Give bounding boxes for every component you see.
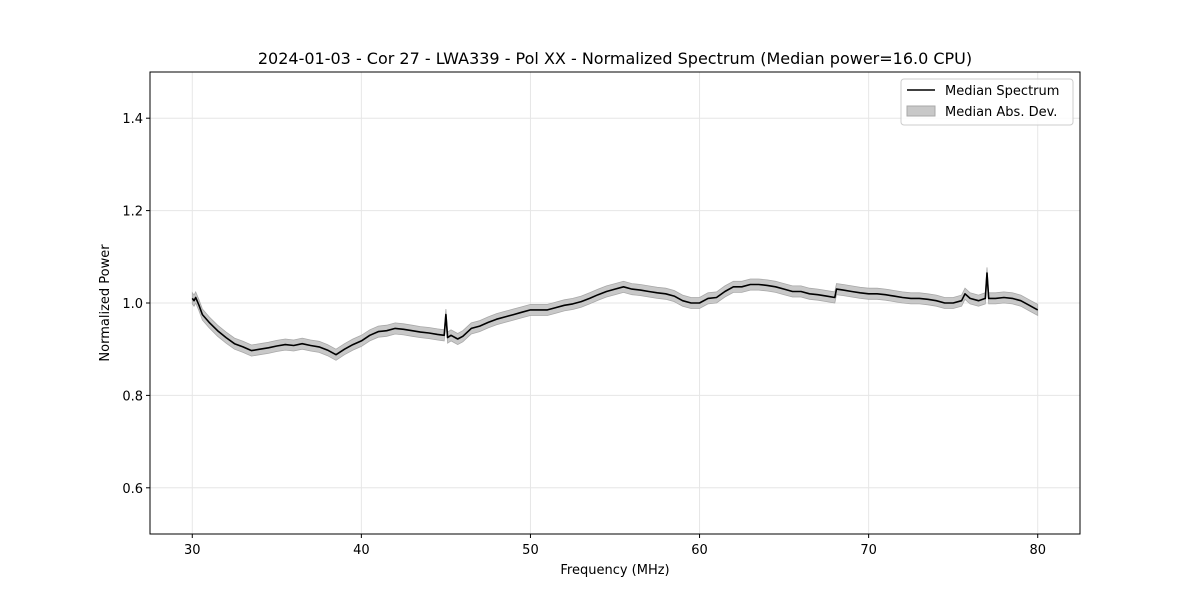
x-tick-label: 30 xyxy=(184,543,201,558)
chart-title: 2024-01-03 - Cor 27 - LWA339 - Pol XX - … xyxy=(258,49,972,68)
legend-frame xyxy=(900,78,1074,126)
y-tick-label: 0.8 xyxy=(122,389,143,404)
y-axis-ticks: 0.6 0.8 1.0 1.2 1.4 xyxy=(122,112,150,497)
y-tick-label: 1.0 xyxy=(122,297,143,312)
y-tick-label: 1.2 xyxy=(122,205,143,220)
median-spectrum-line xyxy=(191,272,1039,356)
x-tick-label: 70 xyxy=(860,543,877,558)
x-tick-label: 40 xyxy=(353,543,370,558)
mad-band xyxy=(191,267,1039,361)
x-tick-label: 60 xyxy=(691,543,708,558)
y-axis-title: Normalized Power xyxy=(98,244,113,362)
x-axis-ticks: 30 40 50 60 70 80 xyxy=(184,534,1046,558)
x-tick-label: 50 xyxy=(522,543,539,558)
y-tick-label: 0.6 xyxy=(122,482,143,497)
y-tick-label: 1.4 xyxy=(122,112,143,127)
legend-mad-label: Median Abs. Dev. xyxy=(945,105,1057,120)
x-axis-title: Frequency (MHz) xyxy=(560,563,669,578)
x-tick-label: 80 xyxy=(1029,543,1046,558)
legend-mad-swatch xyxy=(906,105,936,117)
mad-band-layer xyxy=(191,267,1039,361)
median-line-layer xyxy=(191,272,1039,356)
legend-median-label: Median Spectrum xyxy=(945,84,1059,99)
legend: Median Spectrum Median Abs. Dev. xyxy=(900,78,1074,126)
